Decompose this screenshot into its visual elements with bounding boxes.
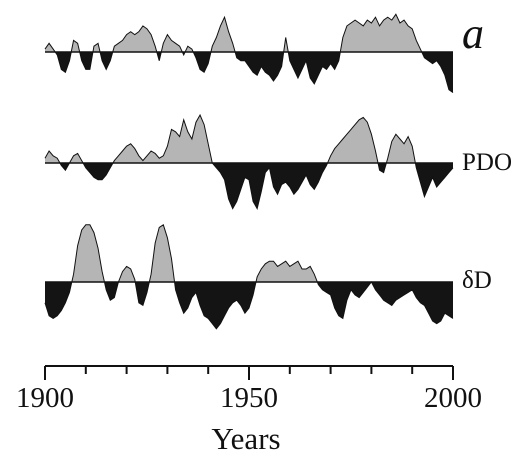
x-tick-label: 1950 xyxy=(220,382,278,414)
chart-panels xyxy=(44,13,454,330)
series-line xyxy=(44,224,454,330)
panel-label: a xyxy=(462,9,484,58)
positive-area xyxy=(45,115,453,163)
series-pdo xyxy=(44,113,454,210)
x-tick-label: 1900 xyxy=(16,382,74,414)
series-dd xyxy=(44,224,454,330)
series-label-dd: δD xyxy=(462,267,492,294)
positive-area xyxy=(45,224,453,282)
series-line xyxy=(44,13,454,94)
negative-area xyxy=(45,282,453,329)
x-axis-ticks: 1900 1950 2000 xyxy=(16,366,482,414)
series-a xyxy=(44,13,454,94)
x-axis-title: Years xyxy=(211,421,280,456)
x-tick-label: 2000 xyxy=(424,382,482,414)
series-label-pdo: PDO xyxy=(462,149,513,176)
positive-area xyxy=(45,14,453,52)
negative-area xyxy=(45,52,453,93)
x-axis: 1900 1950 2000 xyxy=(16,365,482,414)
